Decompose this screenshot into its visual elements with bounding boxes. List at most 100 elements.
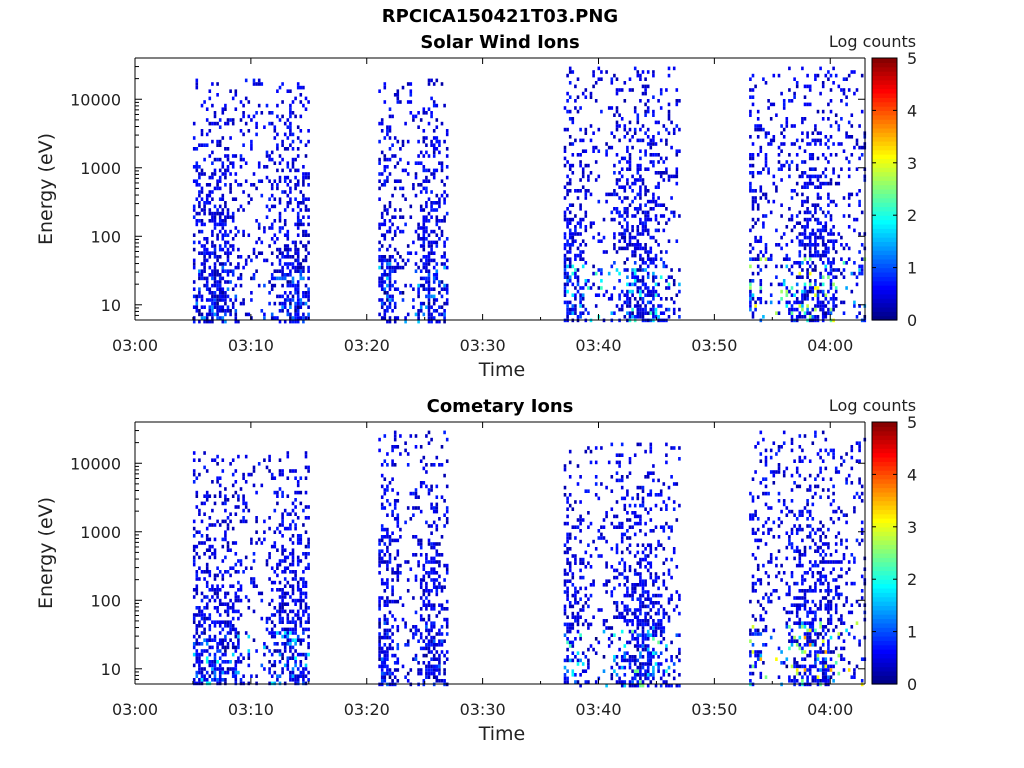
cell <box>234 663 238 668</box>
cell <box>231 627 235 632</box>
cell <box>749 156 752 161</box>
cell <box>273 634 277 639</box>
cell <box>827 307 830 312</box>
cell <box>205 595 209 599</box>
cell <box>419 632 423 636</box>
cell <box>597 496 601 501</box>
cell <box>268 631 271 635</box>
cell <box>273 606 277 610</box>
cell <box>276 103 279 108</box>
cell <box>782 102 786 107</box>
cell <box>782 279 786 283</box>
cell <box>808 88 812 92</box>
cell <box>388 287 392 291</box>
cell <box>422 237 426 241</box>
cell <box>803 181 807 186</box>
cell <box>435 193 439 198</box>
cell <box>239 255 243 259</box>
cell <box>414 574 418 579</box>
cell <box>198 472 201 477</box>
cell <box>615 680 619 684</box>
cell <box>291 280 295 284</box>
cell <box>576 601 580 605</box>
cell <box>213 168 217 173</box>
cell <box>221 305 225 309</box>
cell <box>840 243 843 247</box>
cell <box>278 154 282 158</box>
cell <box>639 221 642 225</box>
cell <box>443 430 446 435</box>
cell <box>263 258 266 263</box>
cell <box>827 102 830 107</box>
cell <box>203 595 206 599</box>
cell <box>788 217 791 222</box>
cell <box>304 197 308 201</box>
cell <box>192 262 196 266</box>
cell <box>406 139 410 144</box>
cell <box>581 293 585 297</box>
cell <box>563 149 567 153</box>
colorbar-segment <box>872 210 897 216</box>
cell <box>216 606 219 610</box>
cell <box>252 559 256 563</box>
colorbar-segment <box>872 193 897 199</box>
cell <box>633 629 637 634</box>
cell <box>417 222 420 227</box>
cell <box>834 304 838 308</box>
cell <box>566 99 569 103</box>
cell <box>234 469 238 473</box>
cell <box>814 185 817 189</box>
cell <box>568 181 572 186</box>
cell <box>646 264 650 269</box>
cell <box>566 550 569 555</box>
cell <box>597 66 601 71</box>
cell <box>639 593 642 598</box>
cell <box>244 258 248 263</box>
cell <box>592 264 595 269</box>
cell <box>574 500 577 504</box>
cell <box>237 454 240 459</box>
cell <box>639 73 642 78</box>
cell <box>221 667 225 671</box>
cell <box>422 139 426 144</box>
cell <box>386 291 389 295</box>
cell <box>615 550 619 555</box>
cell <box>278 469 282 473</box>
cell <box>615 109 619 114</box>
cell <box>276 132 279 137</box>
cell <box>380 560 384 564</box>
cell <box>445 287 449 291</box>
cell <box>576 680 580 684</box>
cell <box>242 233 245 237</box>
cell <box>283 147 287 151</box>
cell <box>631 189 634 193</box>
cell <box>383 589 387 593</box>
cell <box>772 199 776 204</box>
cell <box>289 627 292 632</box>
colorbar-segment <box>872 171 897 177</box>
cell <box>195 670 199 675</box>
cell <box>592 647 595 652</box>
cell <box>417 287 420 291</box>
cell <box>626 282 629 287</box>
cell <box>811 232 815 236</box>
cell <box>281 168 284 173</box>
cell <box>278 559 282 563</box>
cell <box>304 490 308 495</box>
cell <box>600 525 603 529</box>
cell <box>432 668 436 672</box>
cell <box>571 235 575 240</box>
cell <box>291 255 295 259</box>
cell <box>278 301 282 306</box>
cell <box>296 226 300 230</box>
cell <box>654 239 658 243</box>
cell <box>192 642 196 646</box>
cell <box>294 620 297 624</box>
cell <box>302 229 305 234</box>
cell <box>419 596 423 600</box>
cell <box>443 201 446 205</box>
cell <box>652 109 655 114</box>
cell <box>581 608 585 612</box>
cell <box>244 501 248 506</box>
